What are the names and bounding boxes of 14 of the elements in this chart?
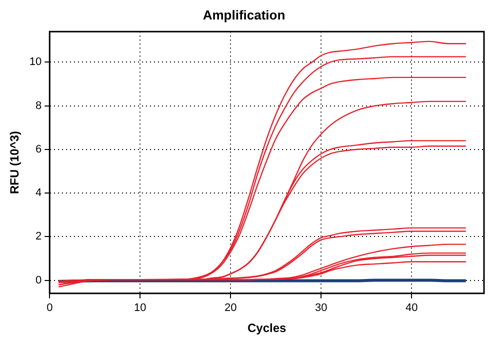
- x-tick-label: 0: [46, 302, 53, 314]
- y-tick-label: 2: [36, 230, 42, 243]
- x-tick-label: 10: [134, 302, 146, 314]
- y-tick-label: 4: [36, 187, 42, 200]
- chart-title: Amplification: [202, 7, 286, 22]
- x-tick-label: 40: [405, 302, 418, 314]
- y-tick-label: 8: [36, 100, 42, 112]
- y-tick-label: 6: [36, 143, 42, 156]
- x-tick-label: 30: [314, 302, 328, 314]
- x-tick-label: 20: [224, 302, 237, 314]
- y-tick-label: 0: [36, 274, 42, 286]
- y-axis-title: RFU (10^3): [8, 130, 22, 194]
- x-axis-title: Cycles: [247, 321, 286, 336]
- y-tick-label: 10: [29, 56, 42, 68]
